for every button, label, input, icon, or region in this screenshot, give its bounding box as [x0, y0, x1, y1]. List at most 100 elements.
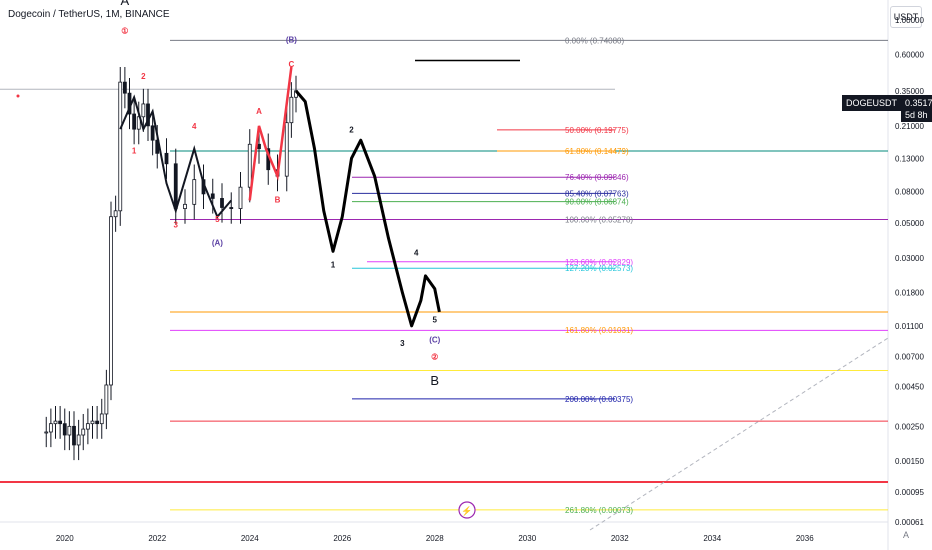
candle[interactable] — [164, 152, 169, 165]
time-axis-tick: 2032 — [611, 534, 629, 543]
price-axis-tick: 0.13000 — [895, 154, 924, 163]
candle[interactable] — [85, 423, 90, 430]
candle[interactable] — [62, 423, 67, 436]
price-axis-tick: 0.08000 — [895, 187, 924, 196]
bar-countdown: 5d 8h — [905, 110, 928, 120]
candle[interactable] — [72, 425, 76, 446]
candle[interactable] — [183, 203, 187, 209]
wave-label: 4 — [414, 249, 419, 258]
fib-level-label: 161.80% (0.01031) — [565, 326, 633, 335]
candle[interactable] — [99, 413, 104, 425]
currency-selector[interactable]: USDT — [890, 6, 922, 28]
price-axis-tick: 0.21000 — [895, 122, 924, 131]
price-value-box: 0.35178 5d 8h — [901, 95, 932, 122]
price-axis-tick: 0.00095 — [895, 488, 924, 497]
candle[interactable] — [95, 420, 100, 425]
wave-label: 5 — [433, 315, 438, 324]
candle[interactable] — [257, 143, 261, 150]
price-axis-tick: 0.05000 — [895, 219, 924, 228]
candle[interactable] — [220, 198, 224, 208]
wave-path-red[interactable] — [248, 66, 293, 201]
price-axis-tick: 0.00061 — [895, 518, 924, 527]
time-axis-tick: 2022 — [148, 534, 166, 543]
price-axis-tick: 0.01100 — [895, 322, 924, 331]
wave-label: 1 — [132, 146, 137, 155]
fib-level-label: 90.00% (0.06874) — [565, 198, 629, 207]
candle[interactable] — [141, 103, 146, 118]
candle[interactable] — [132, 113, 137, 130]
wave-label: 1 — [331, 261, 336, 270]
time-axis-tick: 2024 — [241, 534, 259, 543]
wave-label: 2 — [141, 72, 146, 81]
candle[interactable] — [76, 434, 81, 446]
candle[interactable] — [289, 96, 294, 124]
candle[interactable] — [67, 425, 72, 436]
last-price: 0.35178 — [905, 98, 932, 108]
fib-level-label: 100.00% (0.05278) — [565, 215, 633, 224]
fib-level-label: 123.60% (0.02829) — [565, 258, 633, 267]
lightning-icon[interactable] — [458, 501, 476, 519]
projection-path[interactable] — [294, 89, 441, 328]
fib-level-label: 261.80% (0.00073) — [565, 506, 633, 515]
wave-label: ① — [121, 26, 128, 35]
wave-label: 3 — [174, 220, 179, 229]
candle[interactable] — [48, 423, 53, 433]
wave-label: 2 — [349, 126, 354, 135]
wave-label: A — [256, 107, 262, 116]
candle[interactable] — [238, 186, 243, 209]
symbol-label: DOGEUSDT — [842, 95, 902, 111]
wave-label: 5 — [215, 215, 220, 224]
chart-title: Dogecoin / TetherUS, 1M, BINANCE — [8, 9, 170, 20]
trend-line[interactable] — [589, 337, 889, 531]
candle[interactable] — [122, 81, 127, 94]
price-axis-tick: 0.35000 — [895, 87, 924, 96]
wave-label: (B) — [286, 35, 297, 44]
candle[interactable] — [150, 125, 155, 141]
wave-path-history[interactable] — [119, 94, 233, 219]
candle[interactable] — [113, 210, 118, 218]
candle[interactable] — [210, 193, 215, 199]
time-axis-tick: 2028 — [426, 534, 444, 543]
candle[interactable] — [247, 143, 252, 188]
red-marker — [16, 94, 20, 98]
candle[interactable] — [44, 431, 49, 434]
candle[interactable] — [173, 163, 178, 209]
fib-level-label: 200.00% (0.00375) — [565, 395, 633, 404]
auto-scale-toggle[interactable]: A — [903, 530, 910, 540]
price-axis-tick: 0.60000 — [895, 51, 924, 60]
wave-label: B — [275, 195, 281, 204]
candle[interactable] — [192, 179, 197, 205]
fib-level-label: 50.00% (0.19775) — [565, 126, 629, 135]
fib-level-label: 127.20% (0.02573) — [565, 264, 633, 273]
candle[interactable] — [284, 122, 289, 177]
wave-label: (A) — [212, 238, 223, 247]
price-axis-tick: 0.03000 — [895, 254, 924, 263]
fib-level-label: 85.40% (0.07763) — [565, 189, 629, 198]
wave-label: 3 — [400, 339, 405, 348]
wave-label: 4 — [192, 122, 197, 131]
wave-label: C — [288, 60, 294, 69]
price-axis-tick: 0.01800 — [895, 288, 924, 297]
last-price-tag: DOGEUSDT 0.35178 5d 8h — [842, 95, 932, 122]
candle[interactable] — [109, 216, 113, 386]
time-axis-tick: 2034 — [703, 534, 721, 543]
candle[interactable] — [90, 420, 95, 425]
candle[interactable] — [81, 428, 86, 436]
wave-label: A — [121, 0, 130, 8]
candle[interactable] — [53, 420, 58, 425]
price-axis-tick: 0.00150 — [895, 457, 924, 466]
candle[interactable] — [104, 384, 109, 415]
time-axis-tick: 2030 — [518, 534, 536, 543]
fib-level-label: 61.80% (0.14479) — [565, 147, 629, 156]
candle[interactable] — [229, 207, 234, 209]
lightning-glyph: ⚡ — [461, 505, 472, 517]
candle[interactable] — [58, 420, 63, 425]
wave-label: ② — [431, 352, 438, 361]
wave-label: B — [430, 373, 439, 388]
fib-level-label: 76.40% (0.09846) — [565, 173, 629, 182]
time-axis-tick: 2020 — [56, 534, 74, 543]
candle[interactable] — [146, 103, 150, 127]
candle[interactable] — [118, 81, 123, 212]
